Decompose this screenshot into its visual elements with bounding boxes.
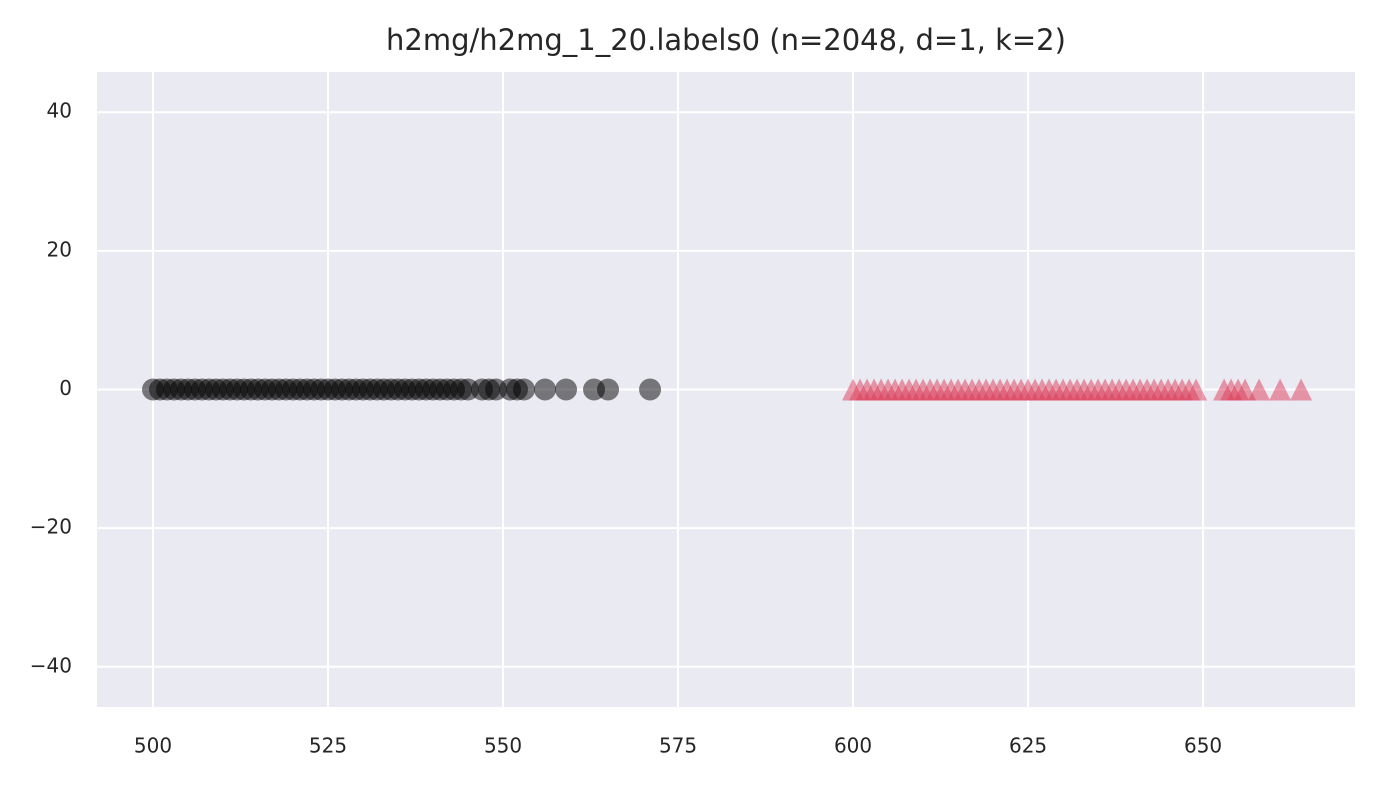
point	[513, 378, 536, 401]
x-tick-label: 650	[1184, 734, 1222, 758]
point	[534, 378, 557, 401]
y-tick-label: −20	[30, 515, 72, 539]
point	[1248, 378, 1271, 401]
x-tick-label: 500	[134, 734, 172, 758]
y-tick-label: 20	[47, 237, 72, 261]
point	[1234, 378, 1257, 401]
chart-title: h2mg/h2mg_1_20.labels0 (n=2048, d=1, k=2…	[386, 23, 1066, 57]
x-tick-label: 575	[659, 734, 697, 758]
point	[1185, 378, 1208, 401]
x-tick-label: 550	[484, 734, 522, 758]
y-tick-label: −40	[30, 653, 72, 677]
x-tick-label: 600	[834, 734, 872, 758]
y-tick-label: 40	[47, 99, 72, 123]
point	[639, 378, 662, 401]
point	[1290, 378, 1313, 401]
y-tick-label: 0	[59, 376, 72, 400]
x-tick-label: 625	[1009, 734, 1047, 758]
point	[1269, 378, 1292, 401]
point	[597, 378, 620, 401]
x-tick-label: 525	[309, 734, 347, 758]
point	[555, 378, 578, 401]
